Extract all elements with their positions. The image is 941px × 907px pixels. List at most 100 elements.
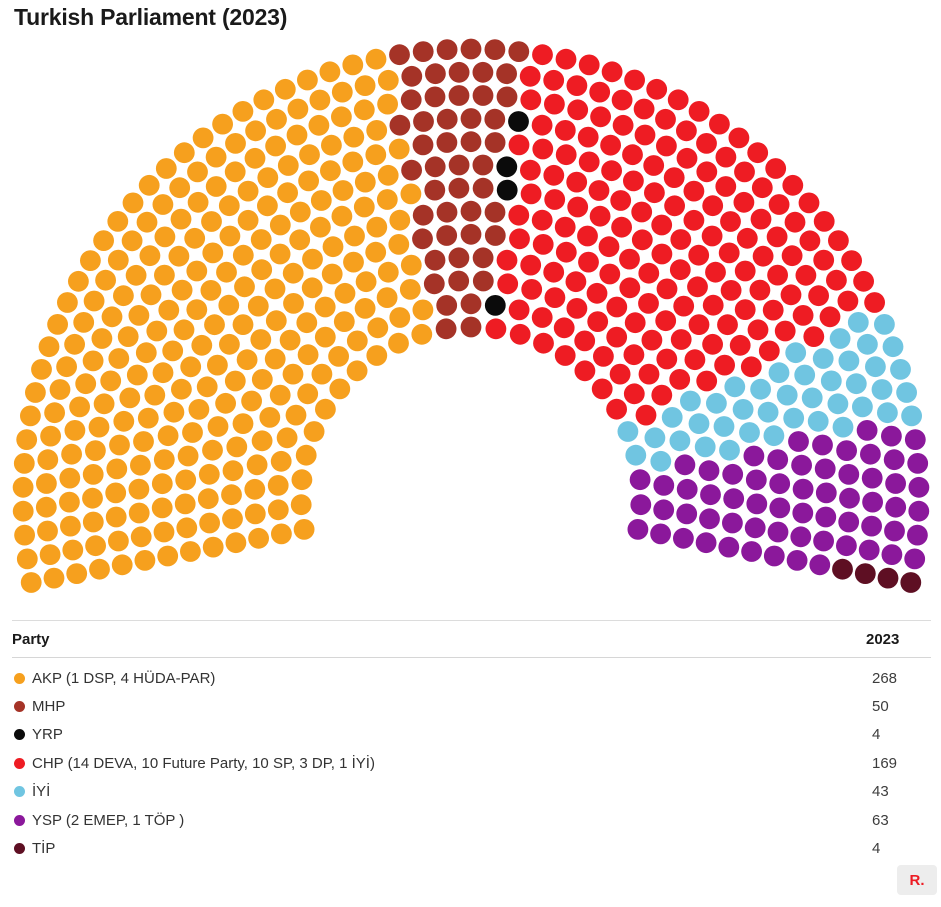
- seat-dot: [460, 316, 482, 338]
- seat-dot: [279, 329, 301, 351]
- seat-dot: [664, 195, 685, 217]
- seat-dot: [122, 192, 144, 214]
- seat-dot: [222, 460, 244, 482]
- seat-dot: [267, 475, 289, 496]
- seat-dot: [171, 378, 192, 400]
- seat-dot: [290, 494, 312, 516]
- legend-row: CHP (14 DEVA, 10 Future Party, 10 SP, 3 …: [12, 749, 931, 777]
- seat-dot: [225, 133, 246, 154]
- seat-dot: [758, 340, 780, 362]
- seat-dot: [763, 545, 785, 567]
- seat-dot: [154, 226, 176, 248]
- seat-dot: [248, 527, 269, 549]
- seat-dot: [448, 61, 470, 83]
- seat-dot: [215, 392, 237, 414]
- seat-dot: [769, 473, 791, 495]
- seat-dot: [862, 491, 883, 513]
- party-color-dot: [14, 786, 25, 798]
- seat-dot: [13, 453, 35, 474]
- seat-dot: [673, 527, 694, 549]
- seat-dot: [128, 478, 150, 500]
- seat-dot: [877, 567, 899, 589]
- seat-dot: [353, 99, 375, 121]
- seat-count: 169: [872, 754, 898, 772]
- seat-dot: [555, 144, 577, 166]
- seat-dot: [354, 171, 376, 193]
- seat-dot: [864, 292, 885, 313]
- seat-dot: [676, 120, 697, 142]
- seat-dot: [520, 89, 542, 111]
- seat-dot: [574, 330, 596, 352]
- seat-dot: [448, 247, 470, 269]
- seat-dot: [125, 264, 147, 286]
- seat-dot: [694, 436, 716, 458]
- seat-dot: [169, 177, 191, 199]
- seat-dot: [37, 520, 58, 542]
- seat-dot: [62, 539, 84, 561]
- seat-dot: [346, 330, 368, 352]
- seat-dot: [749, 279, 771, 301]
- seat-dot: [813, 211, 835, 232]
- seat-dot: [908, 500, 930, 522]
- seat-dot: [751, 177, 773, 199]
- seat-dot: [277, 182, 298, 204]
- seat-dot: [199, 512, 221, 534]
- seat-dot: [232, 244, 254, 266]
- seat-dot: [218, 294, 240, 316]
- seat-dot: [644, 182, 665, 204]
- seat-dot: [820, 370, 842, 392]
- seat-dot: [334, 282, 356, 304]
- seat-dot: [714, 354, 735, 376]
- seat-dot: [688, 101, 710, 122]
- seat-dot: [799, 230, 821, 252]
- seat-dot: [722, 463, 744, 485]
- seat-dot: [241, 390, 262, 412]
- seat-dot: [389, 44, 410, 66]
- seat-dot: [856, 420, 878, 441]
- legend-row: YRP 4: [12, 721, 931, 749]
- seat-dot: [695, 532, 717, 554]
- seat-dot: [813, 530, 834, 552]
- seat-dot: [245, 120, 266, 142]
- seat-dot: [100, 370, 122, 392]
- seat-dot: [44, 402, 65, 424]
- seat-dot: [792, 478, 814, 500]
- party-label: AKP (1 DSP, 4 HÜDA-PAR): [32, 669, 216, 687]
- seat-dot: [269, 384, 291, 406]
- seat-dot: [168, 245, 190, 267]
- seat-dot: [246, 454, 268, 476]
- seat-dot: [388, 234, 410, 255]
- reuters-logo[interactable]: R.: [897, 865, 937, 895]
- seat-dot: [651, 384, 673, 406]
- seat-dot: [20, 572, 42, 593]
- seat-dot: [68, 270, 89, 292]
- seat-dot: [782, 174, 804, 196]
- seat-dot: [836, 440, 857, 461]
- seat-dot: [819, 306, 841, 328]
- seat-dot: [762, 299, 784, 321]
- seat-dot: [624, 312, 646, 334]
- seat-dot: [343, 126, 365, 148]
- seat-dot: [448, 154, 470, 176]
- seat-dot: [497, 273, 519, 295]
- seat-dot: [904, 548, 926, 570]
- seat-dot: [861, 515, 882, 537]
- seat-dot: [134, 550, 156, 571]
- seat-dot: [767, 264, 788, 286]
- seat-dot: [69, 396, 90, 418]
- seat-dot: [718, 242, 740, 264]
- seat-dot: [283, 293, 304, 314]
- seat-dot: [623, 383, 645, 405]
- seat-dot: [265, 310, 287, 332]
- seat-dot: [151, 497, 173, 519]
- seat-dot: [88, 416, 110, 438]
- seat-dot: [578, 151, 600, 173]
- seat-dot: [744, 517, 766, 539]
- column-header-party: Party: [12, 630, 50, 648]
- seat-dot: [289, 201, 311, 223]
- seat-dot: [212, 113, 234, 135]
- seat-dot: [136, 211, 158, 233]
- seat-dot: [197, 488, 219, 510]
- seat-dot: [146, 320, 168, 342]
- seat-dot: [152, 362, 174, 384]
